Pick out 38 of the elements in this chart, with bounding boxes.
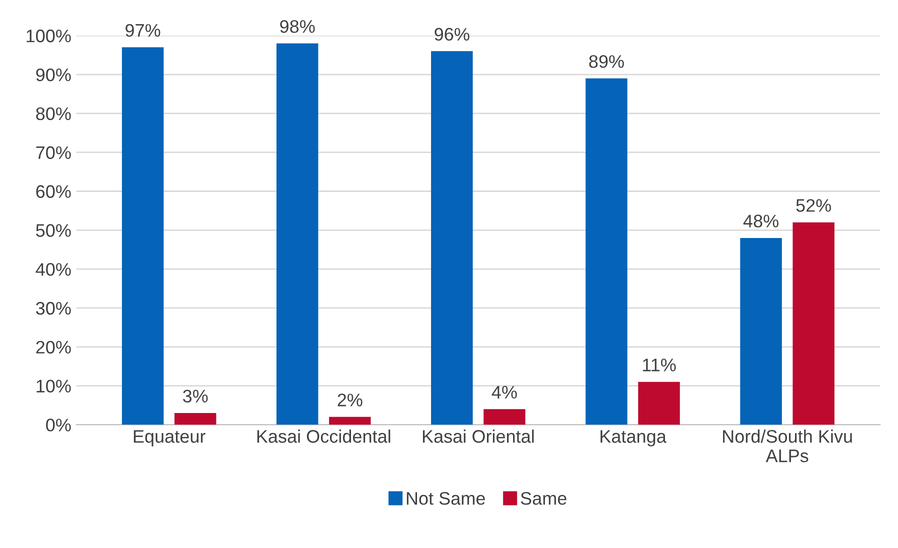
legend-label: Same <box>520 492 566 505</box>
y-tick-label: 0% <box>46 418 71 432</box>
bar <box>431 51 473 425</box>
data-label: 4% <box>492 386 517 399</box>
bar <box>792 222 834 425</box>
data-label: 96% <box>434 28 470 41</box>
y-tick-label: 100% <box>26 30 71 42</box>
bar <box>276 43 318 425</box>
x-tick-label: Kasai Oriental <box>422 430 534 443</box>
bar <box>329 416 371 425</box>
data-label: 3% <box>182 390 208 403</box>
data-label: 52% <box>796 199 832 212</box>
y-tick-label: 20% <box>36 340 71 354</box>
data-label: 97% <box>126 24 160 37</box>
data-label: 98% <box>280 20 315 33</box>
x-tick-label: Kasai Occidental <box>257 430 390 443</box>
data-label: 2% <box>338 394 362 406</box>
legend-label: Not Same <box>406 492 485 505</box>
x-tick-label: Katanga <box>600 430 666 446</box>
bar <box>638 382 680 425</box>
y-tick-label: 10% <box>36 380 71 393</box>
data-label: 48% <box>743 214 778 228</box>
y-tick-label: 90% <box>36 68 71 82</box>
bar <box>484 409 526 425</box>
y-tick-label: 80% <box>36 107 71 120</box>
y-tick-label: 40% <box>36 263 71 276</box>
bar <box>740 238 782 425</box>
y-tick-label: 60% <box>36 185 71 198</box>
data-label: 89% <box>589 55 624 68</box>
y-tick-label: 70% <box>36 146 71 160</box>
bar <box>174 413 216 425</box>
x-tick-label: Nord/South Kivu ALPs <box>723 430 852 462</box>
bar <box>122 47 164 425</box>
y-tick-label: 30% <box>36 302 71 315</box>
bar <box>586 78 628 425</box>
x-tick-label: Equateur <box>134 430 206 446</box>
data-label: 11% <box>642 358 676 372</box>
y-tick-label: 50% <box>36 224 71 237</box>
